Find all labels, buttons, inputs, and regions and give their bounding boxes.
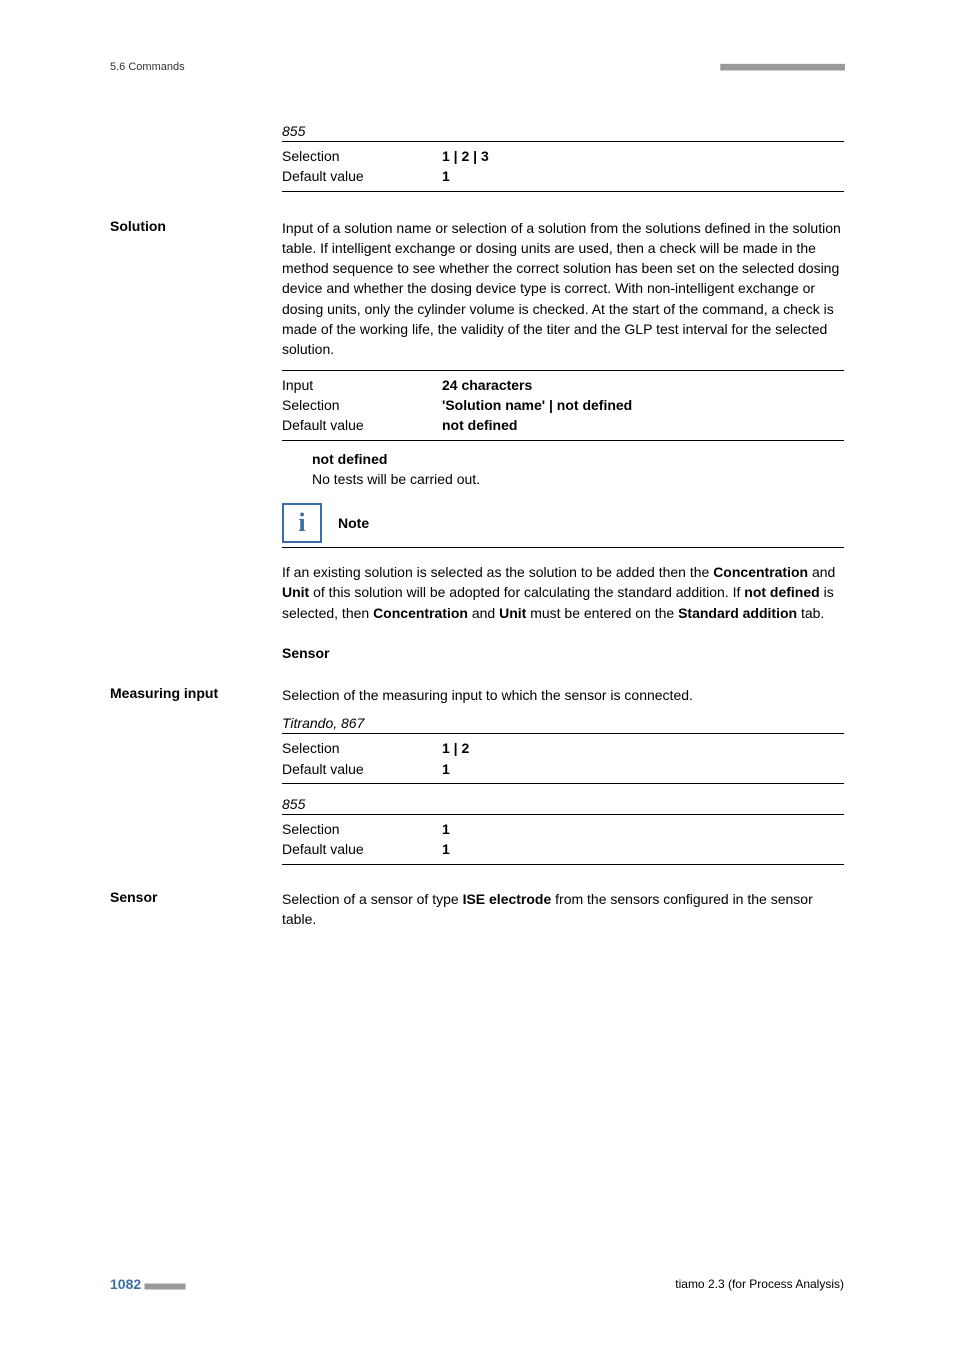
measuring-input-section: Measuring input Selection of the measuri… — [110, 685, 844, 864]
spec-row: Selection 'Solution name' | not defined — [282, 395, 844, 415]
spec-val: not defined — [442, 415, 517, 435]
spec-key: Selection — [282, 146, 442, 166]
spec-val: 1 — [442, 839, 450, 859]
note-bold: Standard addition — [678, 605, 797, 621]
spec-row: Default value 1 — [282, 166, 844, 186]
not-defined-block: not defined No tests will be carried out… — [312, 449, 844, 490]
side-label-measuring-input: Measuring input — [110, 685, 218, 701]
note-text: and — [468, 605, 499, 621]
spec-row: Input 24 characters — [282, 375, 844, 395]
note-text: must be entered on the — [526, 605, 678, 621]
spec-val: 'Solution name' | not defined — [442, 395, 632, 415]
rule — [282, 191, 844, 192]
rule — [282, 370, 844, 371]
spec-val: 24 characters — [442, 375, 532, 395]
page-header: 5.6 Commands ■■■■■■■■■■■■■■■■■■■■■■ — [110, 60, 844, 73]
spec-key: Selection — [282, 395, 442, 415]
spec-key: Input — [282, 375, 442, 395]
rule — [282, 783, 844, 784]
spec-row: Default value 1 — [282, 759, 844, 779]
info-icon-glyph: i — [298, 508, 305, 538]
spec-key: Default value — [282, 839, 442, 859]
spec-title: Titrando, 867 — [282, 715, 844, 731]
spec-key: Default value — [282, 415, 442, 435]
spec-val: 1 — [442, 166, 450, 186]
header-ticks: ■■■■■■■■■■■■■■■■■■■■■■ — [720, 60, 844, 73]
sensor-body: Selection of a sensor of type ISE electr… — [282, 889, 844, 930]
spec-key: Selection — [282, 819, 442, 839]
spec-key: Default value — [282, 759, 442, 779]
spec-row: Default value 1 — [282, 839, 844, 859]
note-bold: Concentration — [373, 605, 468, 621]
note-header: i Note — [282, 503, 844, 548]
spec-val: 1 — [442, 759, 450, 779]
note-bold: Unit — [282, 584, 309, 600]
note-text: If an existing solution is selected as t… — [282, 564, 713, 580]
rule — [282, 814, 844, 815]
note-bold: Concentration — [713, 564, 808, 580]
header-section: 5.6 Commands — [110, 61, 185, 73]
footer-right: tiamo 2.3 (for Process Analysis) — [675, 1277, 844, 1291]
spec-key: Selection — [282, 738, 442, 758]
rule — [282, 864, 844, 865]
spec-title: 855 — [282, 796, 844, 812]
spec-855-top: 855 Selection 1 | 2 | 3 Default value 1 — [282, 123, 844, 192]
rule — [282, 440, 844, 441]
not-defined-title: not defined — [312, 449, 844, 469]
spec-val: 1 | 2 | 3 — [442, 146, 489, 166]
note-bold: not defined — [744, 584, 819, 600]
spec-val: 1 | 2 — [442, 738, 469, 758]
note-body: If an existing solution is selected as t… — [282, 548, 844, 623]
page-footer: 1082 ■■■■■■■■ tiamo 2.3 (for Process Ana… — [110, 1276, 844, 1292]
note-title: Note — [338, 515, 369, 531]
side-label-solution: Solution — [110, 218, 166, 234]
solution-body: Input of a solution name or selection of… — [282, 218, 844, 360]
spec-row: Default value not defined — [282, 415, 844, 435]
footer-left: 1082 ■■■■■■■■ — [110, 1276, 185, 1292]
sensor-bold: ISE electrode — [463, 891, 552, 907]
rule — [282, 141, 844, 142]
spec-val: 1 — [442, 819, 450, 839]
page: 5.6 Commands ■■■■■■■■■■■■■■■■■■■■■■ 855 … — [0, 0, 954, 1350]
spec-title: 855 — [282, 123, 844, 139]
note-text: of this solution will be adopted for cal… — [309, 584, 744, 600]
note-text: and — [808, 564, 835, 580]
spec-row: Selection 1 | 2 | 3 — [282, 146, 844, 166]
info-icon: i — [282, 503, 322, 543]
spec-key: Default value — [282, 166, 442, 186]
note-bold: Unit — [499, 605, 526, 621]
sensor-header: Sensor — [282, 645, 844, 661]
measuring-input-body: Selection of the measuring input to whic… — [282, 685, 844, 705]
spec-row: Selection 1 | 2 — [282, 738, 844, 758]
not-defined-body: No tests will be carried out. — [312, 469, 844, 489]
footer-ticks: ■■■■■■■■ — [145, 1281, 185, 1292]
page-number: 1082 — [110, 1276, 141, 1292]
sensor-section: Sensor Selection of a sensor of type ISE… — [110, 889, 844, 930]
solution-section: Solution Input of a solution name or sel… — [110, 218, 844, 661]
spec-row: Selection 1 — [282, 819, 844, 839]
note-box: i Note If an existing solution is select… — [282, 503, 844, 623]
side-label-sensor: Sensor — [110, 889, 157, 905]
note-text: tab. — [797, 605, 824, 621]
sensor-text: Selection of a sensor of type — [282, 891, 463, 907]
rule — [282, 733, 844, 734]
